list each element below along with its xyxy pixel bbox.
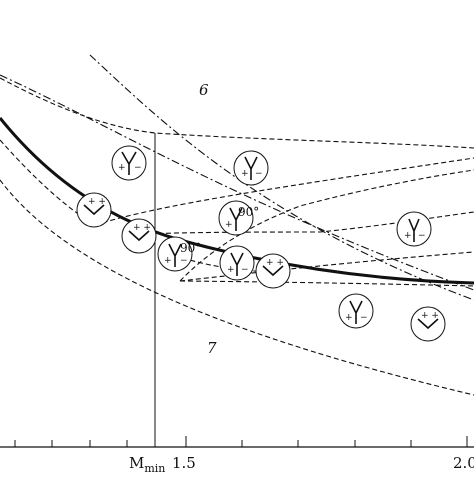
glyph-v-left: + + [76,192,112,228]
glyph-v-lower-right: + + [410,306,446,342]
svg-text:+ +: + + [266,258,284,268]
svg-text:−: − [134,163,142,173]
glyph-y-lower: + − [338,293,374,329]
glyph-y-center: + − [219,245,255,281]
svg-text:+: + [118,163,126,173]
svg-text:−: − [418,231,426,241]
glyph-y-right: + − [396,211,432,247]
svg-text:+ +: + + [133,223,151,233]
svg-text:+: + [164,256,172,266]
svg-text:+: + [225,220,233,230]
region-label-upper: 6 [199,81,209,99]
svg-text:+: + [345,313,353,323]
svg-text:+ +: + + [421,311,439,321]
glyph-y-upper-left: + − [111,145,147,181]
region-label-lower: 7 [207,339,217,357]
m-min-label: Mmin [129,454,165,474]
glyph-y90-upper: + [218,200,254,236]
glyph-y90-lower: + − [157,236,193,272]
svg-text:+: + [241,169,249,179]
glyph-y-upper-mid: + − [233,150,269,186]
svg-text:+: + [227,265,235,275]
svg-text:−: − [180,256,188,266]
svg-text:+ +: + + [88,197,106,207]
glyph-v-center: + + [255,253,291,289]
svg-text:−: − [255,169,263,179]
tick-label-1-5: 1.5 [172,454,196,472]
x-axis-ticks [14,436,468,447]
glyph-v-mid: + + [121,218,157,254]
angle-label-upper: 90° [238,205,259,219]
svg-text:+: + [404,231,412,241]
regime-glyphs: + − + − + + + + + + − [76,145,446,342]
angle-label-lower: 90° [180,241,201,255]
dashdot-boundaries [0,54,474,301]
dashed-boundaries [0,77,474,396]
tick-label-2-0: 2.0 [453,454,474,472]
svg-text:−: − [241,265,249,275]
svg-text:−: − [360,313,368,323]
